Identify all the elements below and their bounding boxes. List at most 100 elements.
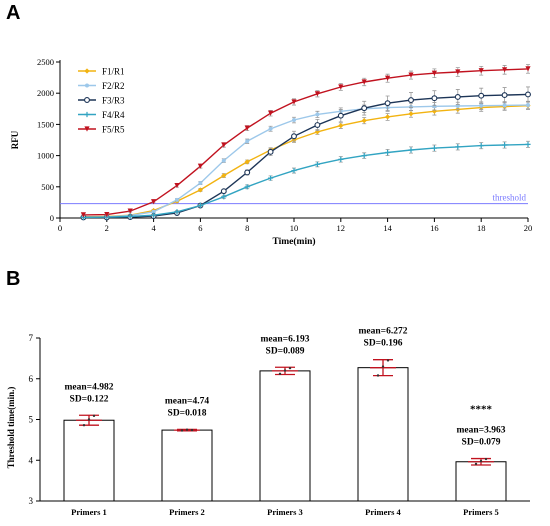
replicate-point <box>180 429 184 432</box>
bar-group: mean=4.74 SD=0.018 Primers 2 <box>161 396 213 517</box>
y-tick-label: 1000 <box>37 151 54 161</box>
y-tick-label: 1500 <box>37 119 54 129</box>
data-point <box>197 163 203 169</box>
data-point <box>408 97 414 104</box>
replicate-point <box>190 428 194 432</box>
replicate-point <box>376 374 380 377</box>
data-point <box>361 79 367 85</box>
data-point <box>314 161 320 167</box>
data-point <box>221 194 227 200</box>
panel-a-line-chart: 0 500 1000 1500 2000 2500 0 2 4 6 8 10 12 14 16 18 20 Tim… <box>10 57 533 247</box>
x-tick-label: Primers 4 <box>365 507 401 517</box>
legend-label: F1/R1 <box>102 67 125 77</box>
x-tick-label: 16 <box>430 223 439 233</box>
data-point <box>502 67 508 73</box>
data-point <box>244 159 250 165</box>
series-line <box>83 105 529 218</box>
replicate-point <box>278 372 282 376</box>
data-point <box>408 147 414 153</box>
data-point <box>127 213 133 220</box>
data-point <box>338 84 344 90</box>
bar <box>455 461 507 502</box>
data-point <box>338 123 344 129</box>
legend-label: F2/R2 <box>102 81 125 91</box>
y-tick-label: 7 <box>29 333 34 343</box>
legend-item: F3/R3 <box>78 96 125 106</box>
replicate-point <box>386 359 390 362</box>
y-tick-label: 6 <box>29 374 34 384</box>
y-tick-label: 500 <box>41 182 54 192</box>
y-axis-label: RFU <box>10 130 20 149</box>
data-point <box>292 118 296 123</box>
data-point <box>431 95 438 102</box>
threshold-label: threshold <box>493 193 527 203</box>
data-point <box>408 111 414 117</box>
data-point <box>245 139 250 144</box>
data-point <box>502 103 507 108</box>
y-tick-label: 4 <box>29 455 34 465</box>
y-tick-label: 2500 <box>37 57 54 67</box>
data-point <box>385 114 391 120</box>
bar-group: mean=6.193 SD=0.089 Primers 3 <box>259 334 311 517</box>
data-point <box>431 108 437 114</box>
x-tick-label: 18 <box>477 223 486 233</box>
data-point <box>385 75 391 81</box>
data-point <box>151 209 156 214</box>
x-tick-label: Primers 3 <box>267 507 303 517</box>
replicate-point <box>283 369 287 372</box>
data-point <box>478 92 485 99</box>
series-F4/R4 <box>80 140 531 220</box>
replicate-point <box>381 365 385 368</box>
x-tick-label: 12 <box>337 223 346 233</box>
bar-group: mean=3.963 SD=0.079 Primers 5 <box>455 426 507 517</box>
legend-marker <box>84 97 90 103</box>
replicate-point <box>87 418 91 421</box>
sd-label: SD=0.018 <box>168 408 207 418</box>
data-point <box>291 133 297 140</box>
data-point <box>361 118 367 124</box>
data-point <box>174 209 180 215</box>
mean-label: mean=4.982 <box>65 382 114 392</box>
data-point <box>408 72 414 78</box>
data-point <box>479 103 484 108</box>
replicate-point <box>479 459 483 463</box>
data-point <box>431 70 437 76</box>
legend-label: F4/R4 <box>102 110 125 120</box>
sd-label: SD=0.122 <box>70 394 109 404</box>
legend-label: F5/R5 <box>102 125 125 135</box>
series-line <box>83 143 529 219</box>
bar-group: mean=4.982 SD=0.122 Primers 1 <box>63 382 115 517</box>
bar <box>357 367 409 502</box>
replicate-point <box>474 462 478 466</box>
series-F5/R5 <box>80 64 531 218</box>
x-tick-label: 14 <box>383 223 392 233</box>
data-point <box>175 197 179 202</box>
data-point <box>268 126 273 131</box>
x-tick-label: Primers 1 <box>71 507 107 517</box>
data-point <box>525 141 531 147</box>
data-point <box>197 202 203 209</box>
data-point <box>455 69 461 75</box>
data-point <box>501 92 508 99</box>
data-point <box>221 172 227 179</box>
data-point <box>525 66 531 72</box>
data-point <box>127 208 133 214</box>
x-tick-label: 2 <box>105 223 109 233</box>
bar <box>161 429 213 502</box>
y-tick-label: 5 <box>29 415 34 425</box>
x-tick-label: Primers 5 <box>463 507 499 517</box>
data-point <box>454 93 461 100</box>
data-point <box>198 181 203 186</box>
y-tick-label: 0 <box>50 213 54 223</box>
data-point <box>244 184 250 190</box>
panel-b-letter: B <box>6 268 21 290</box>
x-tick-label: 20 <box>524 223 533 233</box>
data-point <box>315 112 320 117</box>
data-point <box>221 142 227 148</box>
data-point <box>151 199 157 205</box>
y-tick-label: 2000 <box>37 88 54 98</box>
replicate-point <box>82 424 86 427</box>
data-point <box>314 122 321 128</box>
data-point <box>268 175 274 181</box>
data-point <box>478 143 484 149</box>
